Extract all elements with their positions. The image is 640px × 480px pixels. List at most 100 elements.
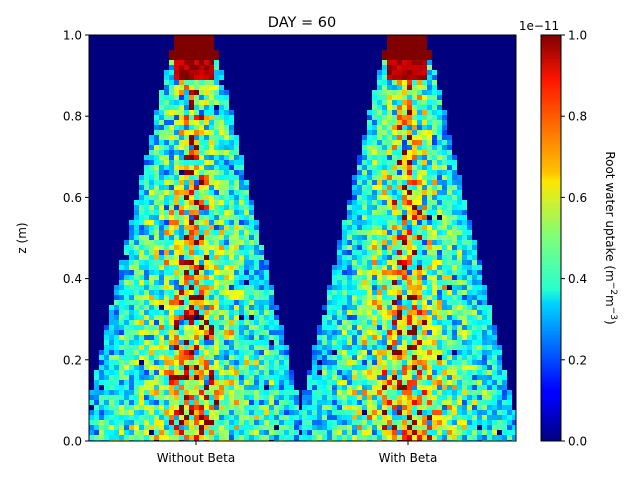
heat-cell: [179, 160, 184, 165]
heat-cell: [159, 200, 164, 205]
heat-cell: [134, 355, 139, 360]
heat-cell: [259, 305, 264, 310]
heat-cell: [149, 375, 154, 380]
heat-cell: [437, 230, 442, 235]
heat-cell: [447, 420, 452, 425]
heat-cell: [362, 395, 367, 400]
heat-cell: [377, 270, 382, 275]
heat-cell: [164, 420, 169, 425]
heat-cell: [402, 320, 407, 325]
heat-cell: [204, 295, 209, 300]
heat-cell: [407, 400, 412, 405]
heat-cell: [124, 260, 129, 265]
heat-cell: [214, 285, 219, 290]
heat-cell: [204, 350, 209, 355]
heat-cell: [94, 395, 99, 400]
heat-cell: [139, 430, 144, 435]
heat-cell: [174, 35, 179, 40]
heat-cell: [467, 245, 472, 250]
heat-cell: [387, 205, 392, 210]
heat-cell: [432, 185, 437, 190]
heat-cell: [154, 350, 159, 355]
heat-cell: [194, 340, 199, 345]
heat-cell: [214, 290, 219, 295]
heat-cell: [184, 100, 189, 105]
y-axis-label: z (m): [15, 222, 29, 253]
heat-cell: [174, 210, 179, 215]
heat-cell: [382, 325, 387, 330]
heat-cell: [392, 155, 397, 160]
heat-cell: [367, 120, 372, 125]
heat-cell: [367, 375, 372, 380]
heat-cell: [174, 150, 179, 155]
heat-cell: [194, 300, 199, 305]
heat-cell: [189, 135, 194, 140]
heat-cell: [129, 305, 134, 310]
heat-cell: [204, 160, 209, 165]
heat-cell: [382, 260, 387, 265]
heat-cell: [214, 320, 219, 325]
heat-cell: [417, 435, 422, 440]
heat-cell: [417, 400, 422, 405]
heat-cell: [417, 145, 422, 150]
heat-cell: [422, 80, 427, 85]
heat-cell: [447, 245, 452, 250]
heat-cell: [362, 305, 367, 310]
heat-cell: [412, 50, 417, 55]
heat-cell: [179, 410, 184, 415]
heat-cell: [422, 275, 427, 280]
heat-cell: [367, 185, 372, 190]
heat-cell: [214, 235, 219, 240]
heat-cell: [322, 400, 327, 405]
heat-cell: [224, 360, 229, 365]
heat-cell: [497, 420, 502, 425]
heat-cell: [129, 355, 134, 360]
heat-cell: [357, 190, 362, 195]
heat-cell: [229, 255, 234, 260]
heat-cell: [169, 345, 174, 350]
heat-cell: [239, 185, 244, 190]
heat-cell: [124, 320, 129, 325]
heat-cell: [139, 270, 144, 275]
heat-cell: [437, 325, 442, 330]
heat-cell: [427, 145, 432, 150]
heat-cell: [392, 135, 397, 140]
heat-cell: [179, 145, 184, 150]
heat-cell: [362, 325, 367, 330]
heat-cell: [482, 290, 487, 295]
heat-cell: [402, 45, 407, 50]
heat-cell: [179, 240, 184, 245]
heat-cell: [204, 325, 209, 330]
heat-cell: [194, 135, 199, 140]
heat-cell: [139, 365, 144, 370]
heat-cell: [452, 270, 457, 275]
heat-cell: [372, 105, 377, 110]
heat-cell: [352, 245, 357, 250]
heat-cell: [362, 380, 367, 385]
heat-cell: [229, 140, 234, 145]
heat-cell: [457, 280, 462, 285]
heat-cell: [229, 290, 234, 295]
heat-cell: [164, 330, 169, 335]
heat-cell: [412, 275, 417, 280]
heat-cell: [279, 350, 284, 355]
heat-cell: [462, 300, 467, 305]
heat-cell: [219, 315, 224, 320]
heat-cell: [184, 250, 189, 255]
heat-cell: [347, 235, 352, 240]
heat-cell: [229, 305, 234, 310]
heat-cell: [194, 155, 199, 160]
heat-cell: [159, 100, 164, 105]
heat-cell: [362, 170, 367, 175]
heat-cell: [472, 380, 477, 385]
heat-cell: [189, 240, 194, 245]
heat-cell: [244, 420, 249, 425]
heat-cell: [144, 435, 149, 440]
heat-cell: [164, 320, 169, 325]
heat-cell: [184, 115, 189, 120]
heat-cell: [442, 270, 447, 275]
heat-cell: [417, 180, 422, 185]
heat-cell: [199, 360, 204, 365]
heat-cell: [109, 390, 114, 395]
heat-cell: [407, 65, 412, 70]
